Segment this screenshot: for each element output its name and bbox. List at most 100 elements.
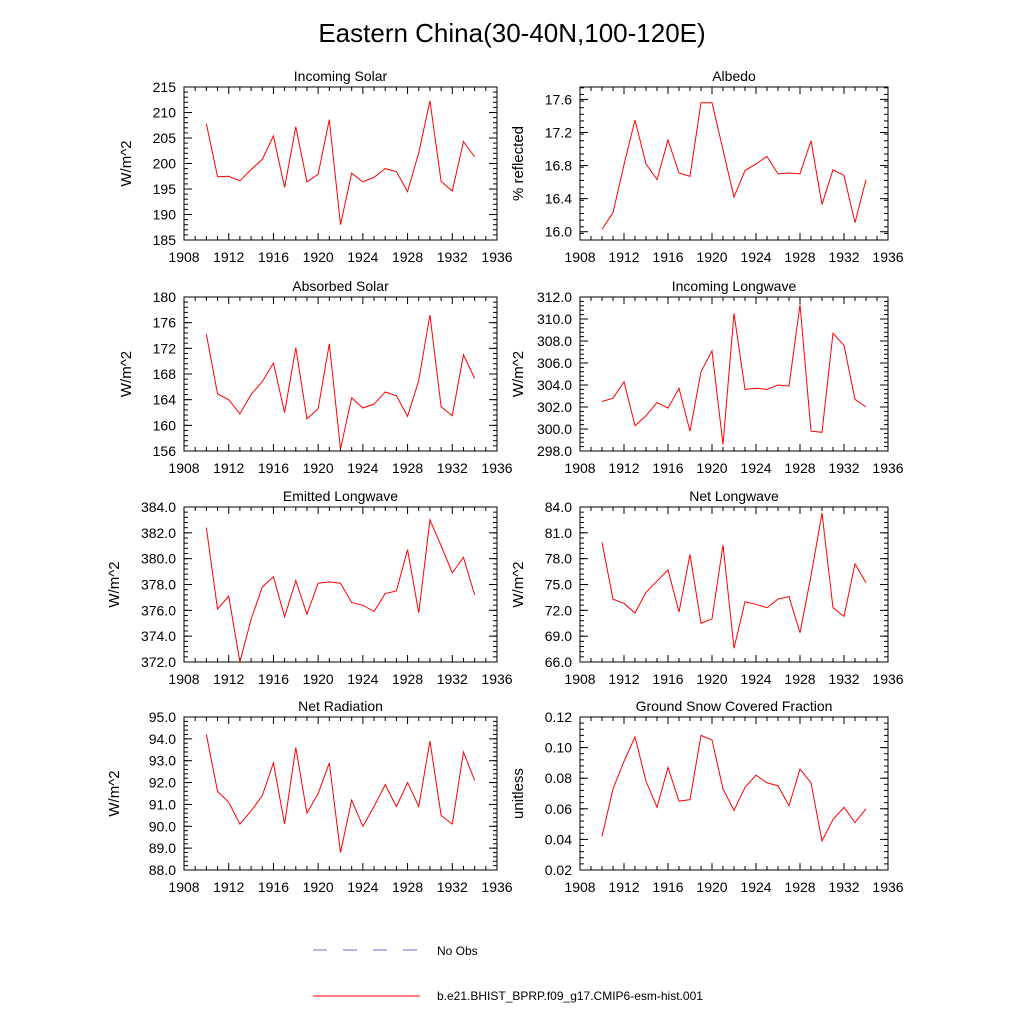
- y-tick-label: 88.0: [149, 862, 176, 878]
- y-tick-label: 190: [153, 207, 177, 223]
- legend-label-no-obs: No Obs: [437, 944, 478, 958]
- y-axis-label: W/m^2: [118, 351, 135, 397]
- x-tick-label: 1932: [437, 249, 468, 265]
- x-tick-label: 1920: [696, 249, 727, 265]
- y-axis-label: W/m^2: [106, 561, 123, 607]
- x-tick-label: 1936: [872, 671, 903, 687]
- x-tick-label: 1916: [652, 879, 683, 895]
- x-tick-label: 1932: [437, 460, 468, 476]
- y-tick-label: 195: [153, 181, 177, 197]
- y-tick-label: 304.0: [537, 377, 572, 393]
- y-tick-label: 16.4: [545, 191, 572, 207]
- y-axis-label: unitless: [510, 768, 527, 819]
- y-tick-label: 172: [153, 340, 177, 356]
- x-tick-label: 1928: [392, 460, 423, 476]
- y-tick-label: 300.0: [537, 421, 572, 437]
- plot-frame: [184, 297, 497, 451]
- x-tick-label: 1920: [303, 671, 334, 687]
- y-tick-label: 0.10: [545, 740, 572, 756]
- y-tick-label: 69.0: [545, 628, 572, 644]
- y-tick-label: 0.06: [545, 801, 572, 817]
- x-tick-label: 1920: [303, 460, 334, 476]
- x-tick-label: 1928: [784, 879, 815, 895]
- y-tick-label: 75.0: [545, 577, 572, 593]
- plot-frame: [184, 507, 497, 662]
- y-tick-label: 91.0: [149, 796, 176, 812]
- y-tick-label: 17.2: [545, 124, 572, 140]
- y-tick-label: 298.0: [537, 443, 572, 459]
- x-tick-label: 1908: [564, 671, 595, 687]
- legend: No Obs b.e21.BHIST_BPRP.f09_g17.CMIP6-esm…: [313, 944, 703, 1003]
- x-tick-label: 1912: [608, 460, 639, 476]
- y-axis-label: W/m^2: [510, 561, 527, 607]
- x-tick-label: 1912: [213, 460, 244, 476]
- y-tick-label: 16.8: [545, 158, 572, 174]
- x-tick-label: 1936: [481, 671, 512, 687]
- y-tick-label: 94.0: [149, 731, 176, 747]
- x-tick-label: 1936: [872, 249, 903, 265]
- panel-title: Incoming Solar: [294, 68, 388, 84]
- y-tick-label: 156: [153, 443, 177, 459]
- x-tick-label: 1916: [652, 671, 683, 687]
- x-tick-label: 1924: [347, 460, 378, 476]
- y-axis-label: W/m^2: [106, 770, 123, 816]
- series-line: [602, 103, 866, 230]
- y-tick-label: 176: [153, 315, 177, 331]
- series-line: [602, 513, 866, 648]
- y-tick-label: 17.6: [545, 91, 572, 107]
- x-tick-label: 1928: [784, 460, 815, 476]
- y-axis-label: W/m^2: [510, 351, 527, 397]
- series-line: [206, 520, 474, 662]
- y-tick-label: 92.0: [149, 775, 176, 791]
- legend-label-model: b.e21.BHIST_BPRP.f09_g17.CMIP6-esm-hist.…: [437, 989, 703, 1003]
- plot-frame: [580, 87, 888, 240]
- x-tick-label: 1908: [168, 249, 199, 265]
- y-tick-label: 312.0: [537, 289, 572, 305]
- y-tick-label: 306.0: [537, 355, 572, 371]
- panel-title: Absorbed Solar: [292, 278, 389, 294]
- y-tick-label: 78.0: [545, 551, 572, 567]
- y-tick-label: 0.12: [545, 709, 572, 725]
- y-tick-label: 374.0: [141, 628, 176, 644]
- y-tick-label: 180: [153, 289, 177, 305]
- x-tick-label: 1916: [652, 460, 683, 476]
- x-tick-label: 1924: [740, 879, 771, 895]
- panel-title: Incoming Longwave: [672, 278, 797, 294]
- y-tick-label: 378.0: [141, 577, 176, 593]
- panel-title: Emitted Longwave: [283, 488, 398, 504]
- y-tick-label: 205: [153, 130, 177, 146]
- y-tick-label: 93.0: [149, 753, 176, 769]
- x-tick-label: 1920: [696, 879, 727, 895]
- x-tick-label: 1916: [652, 249, 683, 265]
- x-tick-label: 1908: [168, 460, 199, 476]
- x-tick-label: 1916: [258, 671, 289, 687]
- x-tick-label: 1932: [828, 671, 859, 687]
- panel-title: Albedo: [712, 68, 756, 84]
- x-tick-label: 1924: [347, 671, 378, 687]
- y-tick-label: 81.0: [545, 525, 572, 541]
- x-tick-label: 1908: [564, 249, 595, 265]
- x-tick-label: 1916: [258, 879, 289, 895]
- plot-frame: [184, 717, 497, 870]
- y-tick-label: 0.04: [545, 831, 572, 847]
- x-tick-label: 1928: [392, 249, 423, 265]
- y-tick-label: 95.0: [149, 709, 176, 725]
- y-tick-label: 0.08: [545, 770, 572, 786]
- y-tick-label: 0.02: [545, 862, 572, 878]
- series-line: [206, 315, 474, 449]
- x-tick-label: 1936: [872, 879, 903, 895]
- x-tick-label: 1912: [608, 671, 639, 687]
- series-line: [206, 734, 474, 852]
- y-tick-label: 90.0: [149, 818, 176, 834]
- x-tick-label: 1920: [696, 671, 727, 687]
- plot-frame: [580, 717, 888, 870]
- y-tick-label: 16.0: [545, 224, 572, 240]
- x-tick-label: 1912: [213, 879, 244, 895]
